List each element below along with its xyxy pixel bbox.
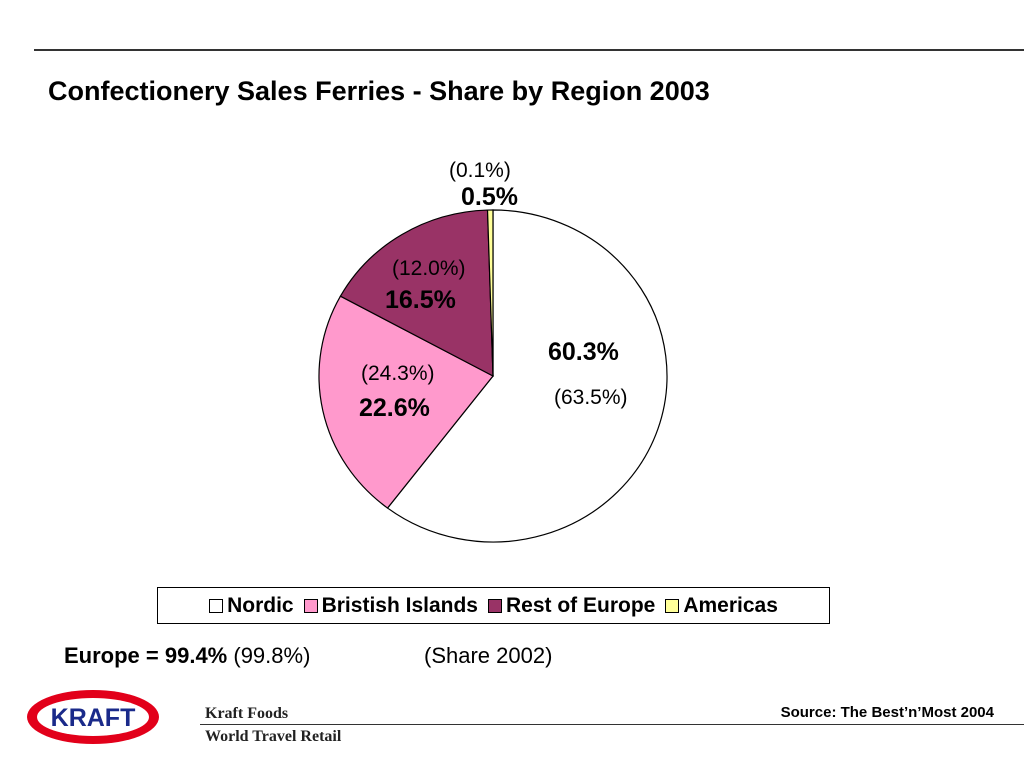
slice-label-nordic: 60.3% [548,338,619,366]
legend-label-bristish-islands: Bristish Islands [321,593,478,617]
footer-division: World Travel Retail [205,728,342,745]
legend-label-nordic: Nordic [227,593,294,617]
chart-title: Confectionery Sales Ferries - Share by R… [48,76,710,106]
legend-item-nordic: Nordic [209,594,294,618]
europe-share-note: Europe = 99.4% (99.8%) [64,643,310,669]
slice-label-americas: 0.5% [461,183,518,211]
legend-swatch-rest-of-europe [487,598,502,613]
chart-legend: Nordic Bristish Islands Rest of Europe A… [157,587,830,624]
legend-item-bristish-islands: Bristish Islands [303,593,478,618]
top-divider [34,49,1024,51]
slice-prev-label-rest-of-europe: (12.0%) [392,257,466,280]
legend-item-rest-of-europe: Rest of Europe [487,593,656,618]
slice-prev-label-bristish-islands: (24.3%) [361,362,435,385]
kraft-logo-text: KRAFT [51,704,136,732]
slice-prev-label-nordic: (63.5%) [554,386,628,409]
slice-prev-label-americas: (0.1%) [449,159,511,182]
pie-slice-nordic [386,209,668,543]
pie-slice-bristish-islands [318,295,494,509]
legend-swatch-americas [665,598,680,613]
legend-label-americas: Americas [683,593,778,617]
pie-slice-rest-of-europe [339,209,494,378]
europe-share-prev: (99.8%) [233,643,311,668]
source-note: Source: The Best’n’Most 2004 [780,704,994,721]
kraft-logo: KRAFT [27,690,159,744]
slice-label-rest-of-europe: 16.5% [385,286,456,314]
footer-company: Kraft Foods [205,705,289,722]
slice-label-bristish-islands: 22.6% [359,394,430,422]
share-2002-note: (Share 2002) [424,643,553,668]
legend-item-americas: Americas [665,594,778,618]
legend-label-rest-of-europe: Rest of Europe [505,593,656,617]
europe-share-value: Europe = 99.4% [64,643,228,668]
pie-slice-americas [486,209,494,377]
footer-divider [200,724,1024,725]
legend-swatch-nordic [209,598,224,613]
legend-swatch-bristish-islands [303,598,318,613]
